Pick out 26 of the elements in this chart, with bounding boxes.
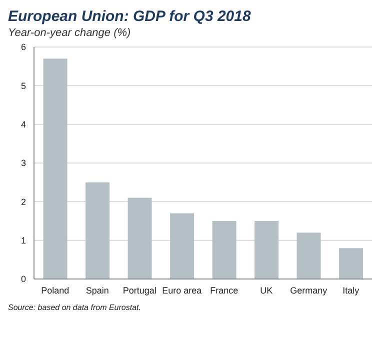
x-tick-label: Spain (86, 285, 109, 296)
x-tick-label: UK (260, 285, 273, 296)
bar (339, 248, 364, 279)
y-tick-label: 4 (20, 120, 26, 130)
chart-title: European Union: GDP for Q3 2018 (8, 8, 252, 25)
y-tick-label: 1 (20, 236, 26, 246)
bar (296, 232, 321, 279)
x-tick-label: Germany (290, 285, 328, 296)
source-note: Source: based on data from Eurostat. (8, 303, 142, 312)
bar (43, 58, 68, 279)
x-tick-label: Portugal (122, 285, 156, 296)
bar (212, 221, 236, 279)
chart-subtitle: Year-on-year change (%) (8, 27, 132, 39)
bar (128, 198, 152, 279)
x-tick-label: Poland (41, 285, 70, 296)
y-tick-label: 2 (20, 196, 26, 207)
y-tick-label: 6 (20, 42, 26, 52)
bar (254, 221, 279, 279)
y-tick-label: 5 (20, 80, 26, 91)
x-tick-label: Euro area (162, 285, 202, 296)
x-tick-label: France (210, 285, 238, 296)
bar (170, 213, 194, 279)
x-tick-label: Italy (342, 285, 360, 296)
y-tick-label: 0 (20, 274, 26, 284)
y-tick-label: 3 (20, 158, 26, 168)
bar (86, 182, 110, 279)
